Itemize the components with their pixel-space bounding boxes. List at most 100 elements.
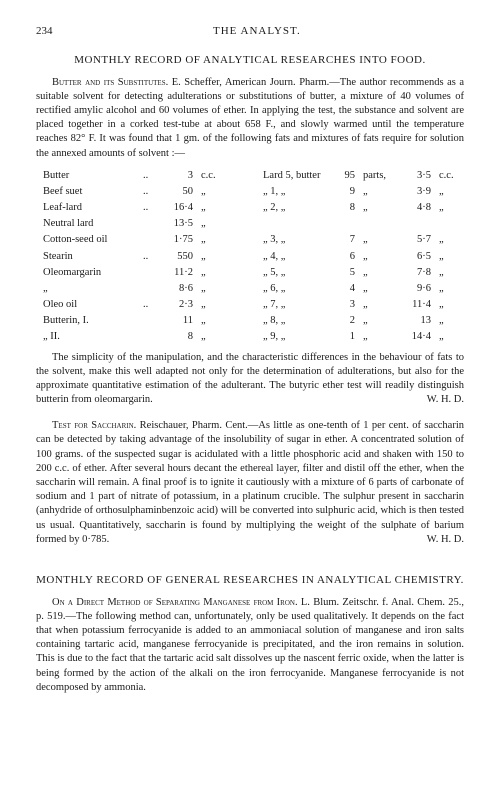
mix-val: 11·4	[400, 298, 434, 312]
fat-val: 2·3	[160, 298, 196, 312]
mix-parts: 4	[338, 282, 358, 296]
page-body: 234 THE ANALYST. MONTHLY RECORD OF ANALY…	[0, 0, 500, 721]
dots	[140, 314, 158, 328]
mix-parts: 1	[338, 330, 358, 344]
fat-name: Neutral lard	[40, 217, 138, 231]
mix-parts-label: „	[360, 185, 398, 199]
gap	[228, 217, 258, 231]
dots	[140, 233, 158, 247]
sacch-lead: Test for Saccharin.	[52, 420, 136, 431]
mix-parts-label: „	[360, 330, 398, 344]
fat-val: 11	[160, 314, 196, 328]
mix-parts-label	[360, 217, 398, 231]
fat-unit: c.c.	[198, 169, 226, 183]
fat-val: 3	[160, 169, 196, 183]
page-number: 234	[36, 24, 53, 39]
mix-parts-label: „	[360, 201, 398, 215]
gap	[228, 330, 258, 344]
mix-unit: „	[436, 314, 460, 328]
fat-name: Leaf-lard	[40, 201, 138, 215]
signature-2: W. H. D.	[411, 533, 464, 547]
fat-unit: „	[198, 217, 226, 231]
mix-parts: 95	[338, 169, 358, 183]
mix-parts	[338, 217, 358, 231]
gap	[228, 266, 258, 280]
dots: ..	[140, 169, 158, 183]
butter-close: The simplicity of the manipulation, and …	[36, 352, 464, 406]
fat-unit: „	[198, 266, 226, 280]
fat-name: Beef suet	[40, 185, 138, 199]
fat-name: Stearin	[40, 250, 138, 264]
mix-unit: „	[436, 185, 460, 199]
dots: ..	[140, 298, 158, 312]
dots: ..	[140, 201, 158, 215]
mix-parts-label: parts,	[360, 169, 398, 183]
fat-unit: „	[198, 201, 226, 215]
fats-row: Neutral lard 13·5„	[40, 217, 460, 231]
mix-label: „ 5, „	[260, 266, 336, 280]
header-spacer	[461, 24, 464, 39]
mix-unit: „	[436, 250, 460, 264]
mix-val: 6·5	[400, 250, 434, 264]
dots	[140, 330, 158, 344]
fats-row: Cotton-seed oil1·75„„ 3, „7„5·7„	[40, 233, 460, 247]
dots	[140, 266, 158, 280]
fat-name: Cotton-seed oil	[40, 233, 138, 247]
dots: ..	[140, 250, 158, 264]
fat-unit: „	[198, 298, 226, 312]
gap	[228, 282, 258, 296]
fats-row: Butterin, I.11„„ 8, „2„13„	[40, 314, 460, 328]
gap	[228, 250, 258, 264]
mix-label: „ 9, „	[260, 330, 336, 344]
butter-close-para: The simplicity of the manipulation, and …	[36, 351, 464, 408]
fat-val: 550	[160, 250, 196, 264]
gap	[228, 314, 258, 328]
fats-row: Stearin..550„„ 4, „6„6·5„	[40, 250, 460, 264]
mix-parts-label: „	[360, 298, 398, 312]
mix-label	[260, 217, 336, 231]
mix-val: 4·8	[400, 201, 434, 215]
mix-parts-label: „	[360, 314, 398, 328]
fat-unit: „	[198, 185, 226, 199]
mix-val: 3·5	[400, 169, 434, 183]
gap	[228, 185, 258, 199]
fat-val: 50	[160, 185, 196, 199]
mang-lead: On a Direct Method of Separating Mangane…	[52, 597, 298, 608]
mix-label: „ 2, „	[260, 201, 336, 215]
gap	[228, 298, 258, 312]
fats-row: „ II.8„„ 9, „1„14·4„	[40, 330, 460, 344]
fats-row: Oleomargarin11·2„„ 5, „5„7·8„	[40, 266, 460, 280]
fat-val: 8	[160, 330, 196, 344]
fat-unit: „	[198, 282, 226, 296]
mix-unit: c.c.	[436, 169, 460, 183]
fat-val: 16·4	[160, 201, 196, 215]
mix-label: „ 7, „	[260, 298, 336, 312]
gap	[228, 169, 258, 183]
fat-val: 11·2	[160, 266, 196, 280]
mix-val: 9·6	[400, 282, 434, 296]
signature-1: W. H. D.	[411, 393, 464, 407]
sacch-body: Reischauer, Pharm. Cent.—As little as on…	[36, 420, 464, 544]
butter-para: Butter and its Substitutes. E. Scheffer,…	[36, 76, 464, 161]
mix-unit: „	[436, 266, 460, 280]
mix-parts: 7	[338, 233, 358, 247]
mix-val: 14·4	[400, 330, 434, 344]
fat-unit: „	[198, 330, 226, 344]
mix-parts-label: „	[360, 266, 398, 280]
fat-name: Butterin, I.	[40, 314, 138, 328]
mix-unit: „	[436, 233, 460, 247]
dots	[140, 282, 158, 296]
gap	[228, 233, 258, 247]
fats-table: Butter..3c.c.Lard 5, butter95parts,3·5c.…	[38, 167, 462, 347]
mix-parts-label: „	[360, 282, 398, 296]
fat-val: 13·5	[160, 217, 196, 231]
mix-unit: „	[436, 201, 460, 215]
butter-body: E. Scheffer, American Journ. Pharm.—The …	[36, 77, 464, 159]
fat-unit: „	[198, 314, 226, 328]
saccharin-para: Test for Saccharin. Reischauer, Pharm. C…	[36, 419, 464, 547]
mix-parts-label: „	[360, 250, 398, 264]
fat-name: Oleomargarin	[40, 266, 138, 280]
gap	[228, 201, 258, 215]
mix-val: 5·7	[400, 233, 434, 247]
header-row: 234 THE ANALYST.	[36, 24, 464, 39]
